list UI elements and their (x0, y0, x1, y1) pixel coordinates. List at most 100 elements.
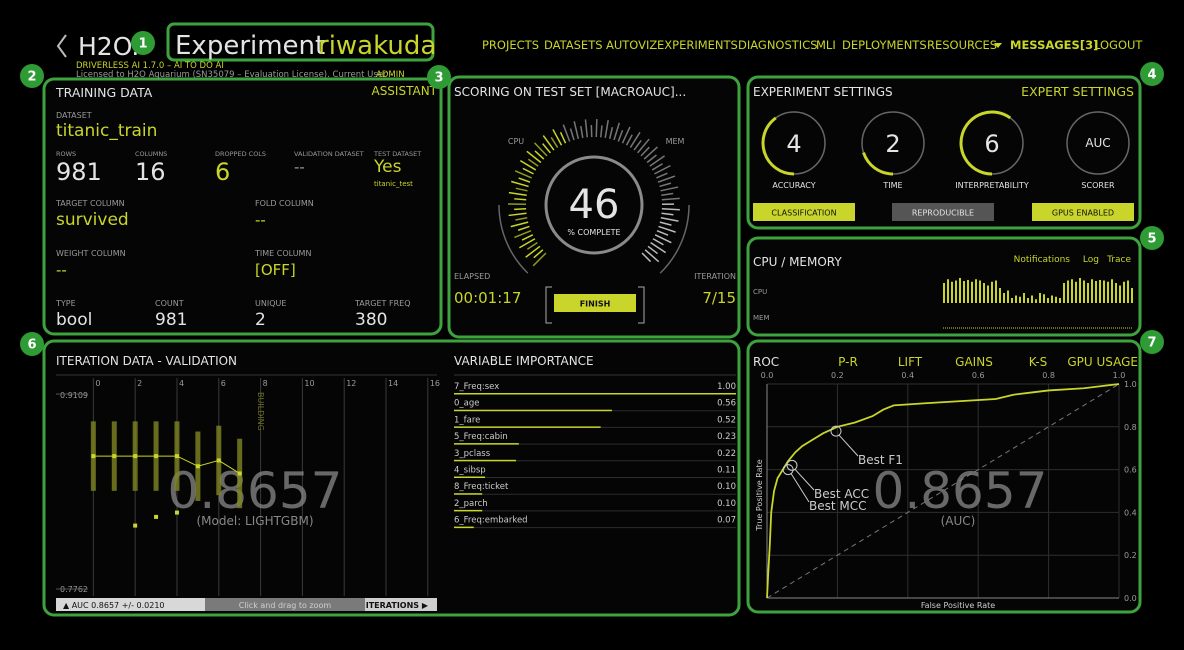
gauge-tick (660, 216, 679, 222)
nav-item[interactable]: PROJECTS (482, 38, 539, 52)
annotation-badge (1140, 330, 1164, 354)
setting-button[interactable] (1032, 203, 1134, 221)
score-point (216, 458, 221, 463)
importance-bar (454, 393, 736, 395)
chart-tab[interactable]: GPU USAGE (1067, 355, 1138, 369)
importance-bar (454, 409, 612, 412)
y-tick-label: 0.9109 (60, 391, 88, 400)
dial-arc (862, 152, 894, 176)
cpu-bar (1003, 293, 1005, 303)
axis-title: True Positive Rate (755, 459, 764, 531)
gauge-label: MEM (666, 137, 685, 146)
nav-item[interactable]: RESOURCES (927, 38, 997, 52)
dial-value: AUC (1085, 136, 1110, 150)
cpu-bar (999, 288, 1001, 303)
x-tick-label: 0.0 (761, 371, 774, 380)
setting-button[interactable] (753, 203, 855, 221)
finish-label[interactable]: FINISH (580, 300, 611, 309)
gauge-tick (542, 135, 555, 151)
panel-link[interactable]: Log (1083, 255, 1099, 265)
chart-tab[interactable]: K-S (1029, 355, 1048, 369)
cpu-bar (1075, 281, 1077, 303)
gauge-tick (600, 125, 603, 138)
setting-button-label[interactable]: CLASSIFICATION (771, 209, 836, 218)
building-label: BUILDING (256, 392, 265, 431)
dial[interactable] (1066, 111, 1130, 175)
nav-item[interactable]: DATASETS (544, 38, 603, 52)
nav-item[interactable]: MESSAGES[3] (1010, 38, 1098, 52)
nav-item[interactable]: MLI (816, 38, 836, 52)
field-label: WEIGHT COLUMN (56, 249, 126, 258)
field-value: -- (255, 211, 266, 229)
marker-label: Best F1 (858, 453, 903, 467)
title-box (166, 22, 435, 62)
cpu-bar (1087, 283, 1089, 303)
panel-title: EXPERIMENT SETTINGS (753, 85, 893, 99)
chart-tab[interactable]: P-R (838, 355, 858, 369)
field-value: -- (56, 261, 67, 279)
gauge-tick (617, 130, 624, 142)
annotation-number: 1 (138, 37, 147, 52)
cpu-bar (947, 279, 949, 303)
cpu-bar (1107, 281, 1109, 303)
chart-tab[interactable]: ROC (753, 355, 779, 369)
gauge-tick (573, 121, 580, 139)
cpu-bar (1059, 298, 1061, 303)
setting-button[interactable] (892, 203, 994, 221)
importance-value: 0.10 (717, 482, 736, 492)
stat-value: Yes (373, 157, 402, 177)
stat-label: DROPPED COLS (215, 150, 266, 158)
expert-link[interactable]: EXPERT SETTINGS (1021, 84, 1134, 99)
y-tick-label: 1.0 (1124, 380, 1137, 389)
importance-value: 0.07 (717, 516, 736, 526)
setting-button-label[interactable]: REPRODUCIBLE (912, 209, 974, 218)
axis-title: False Positive Rate (921, 601, 995, 610)
bracket (545, 286, 645, 324)
nav-item[interactable]: EXPERIMENTS (657, 38, 738, 52)
user: ADMIN (376, 70, 405, 80)
gauge-arc (498, 204, 529, 274)
nav-item[interactable]: DIAGNOSTICS (738, 38, 818, 52)
cpu-bar (1007, 290, 1009, 303)
cpu-bar (1035, 299, 1037, 303)
stat-value: 16 (135, 158, 166, 186)
assistant-link[interactable]: ASSISTANT (371, 84, 437, 98)
cpu-bar (1103, 280, 1105, 303)
back-icon[interactable] (56, 34, 67, 58)
field-value: survived (56, 210, 129, 230)
experiment-name: riwakuda (318, 31, 436, 61)
gauge-tick (527, 158, 539, 167)
footer-button[interactable] (365, 598, 437, 611)
importance-bar (454, 459, 517, 462)
annotation-badge (20, 332, 44, 356)
score-point (133, 454, 138, 459)
panel-link[interactable]: Notifications (1014, 255, 1071, 265)
gauge-tick (508, 212, 527, 217)
iterations-button-label[interactable]: ITERATIONS ▶ (366, 601, 429, 610)
panel-title: SCORING ON TEST SET [MACROAUC]... (454, 85, 686, 99)
marker-label: Best ACC (814, 487, 869, 501)
percent-complete: 46 (569, 182, 620, 228)
cpu-bar (983, 283, 985, 303)
chart-tab[interactable]: LIFT (898, 355, 923, 369)
cpu-bar (967, 280, 969, 303)
setting-button-label[interactable]: GPUS ENABLED (1052, 209, 1114, 218)
nav-item[interactable]: DEPLOYMENTS (842, 38, 927, 52)
gauge-tick (637, 138, 650, 154)
gauge-tick (510, 221, 529, 228)
x-tick-label: 1.0 (1113, 371, 1126, 380)
nav-item[interactable]: AUTOVIZ (606, 38, 657, 52)
nav-item[interactable]: LOGOUT (1094, 38, 1143, 52)
importance-bar (454, 426, 601, 428)
feature-name: 8_Freq:ticket (454, 482, 509, 492)
cpu-bar (951, 281, 953, 303)
gauge-tick (652, 238, 664, 246)
panel (746, 75, 1142, 230)
panel-link[interactable]: Trace (1106, 255, 1131, 265)
chart-tab[interactable]: GAINS (955, 355, 993, 369)
logo: H2O. (78, 32, 139, 61)
cpu-bar (1127, 280, 1129, 303)
cpu-bar (1067, 280, 1069, 303)
finish-button[interactable] (554, 294, 636, 312)
importance-bar (454, 526, 474, 529)
